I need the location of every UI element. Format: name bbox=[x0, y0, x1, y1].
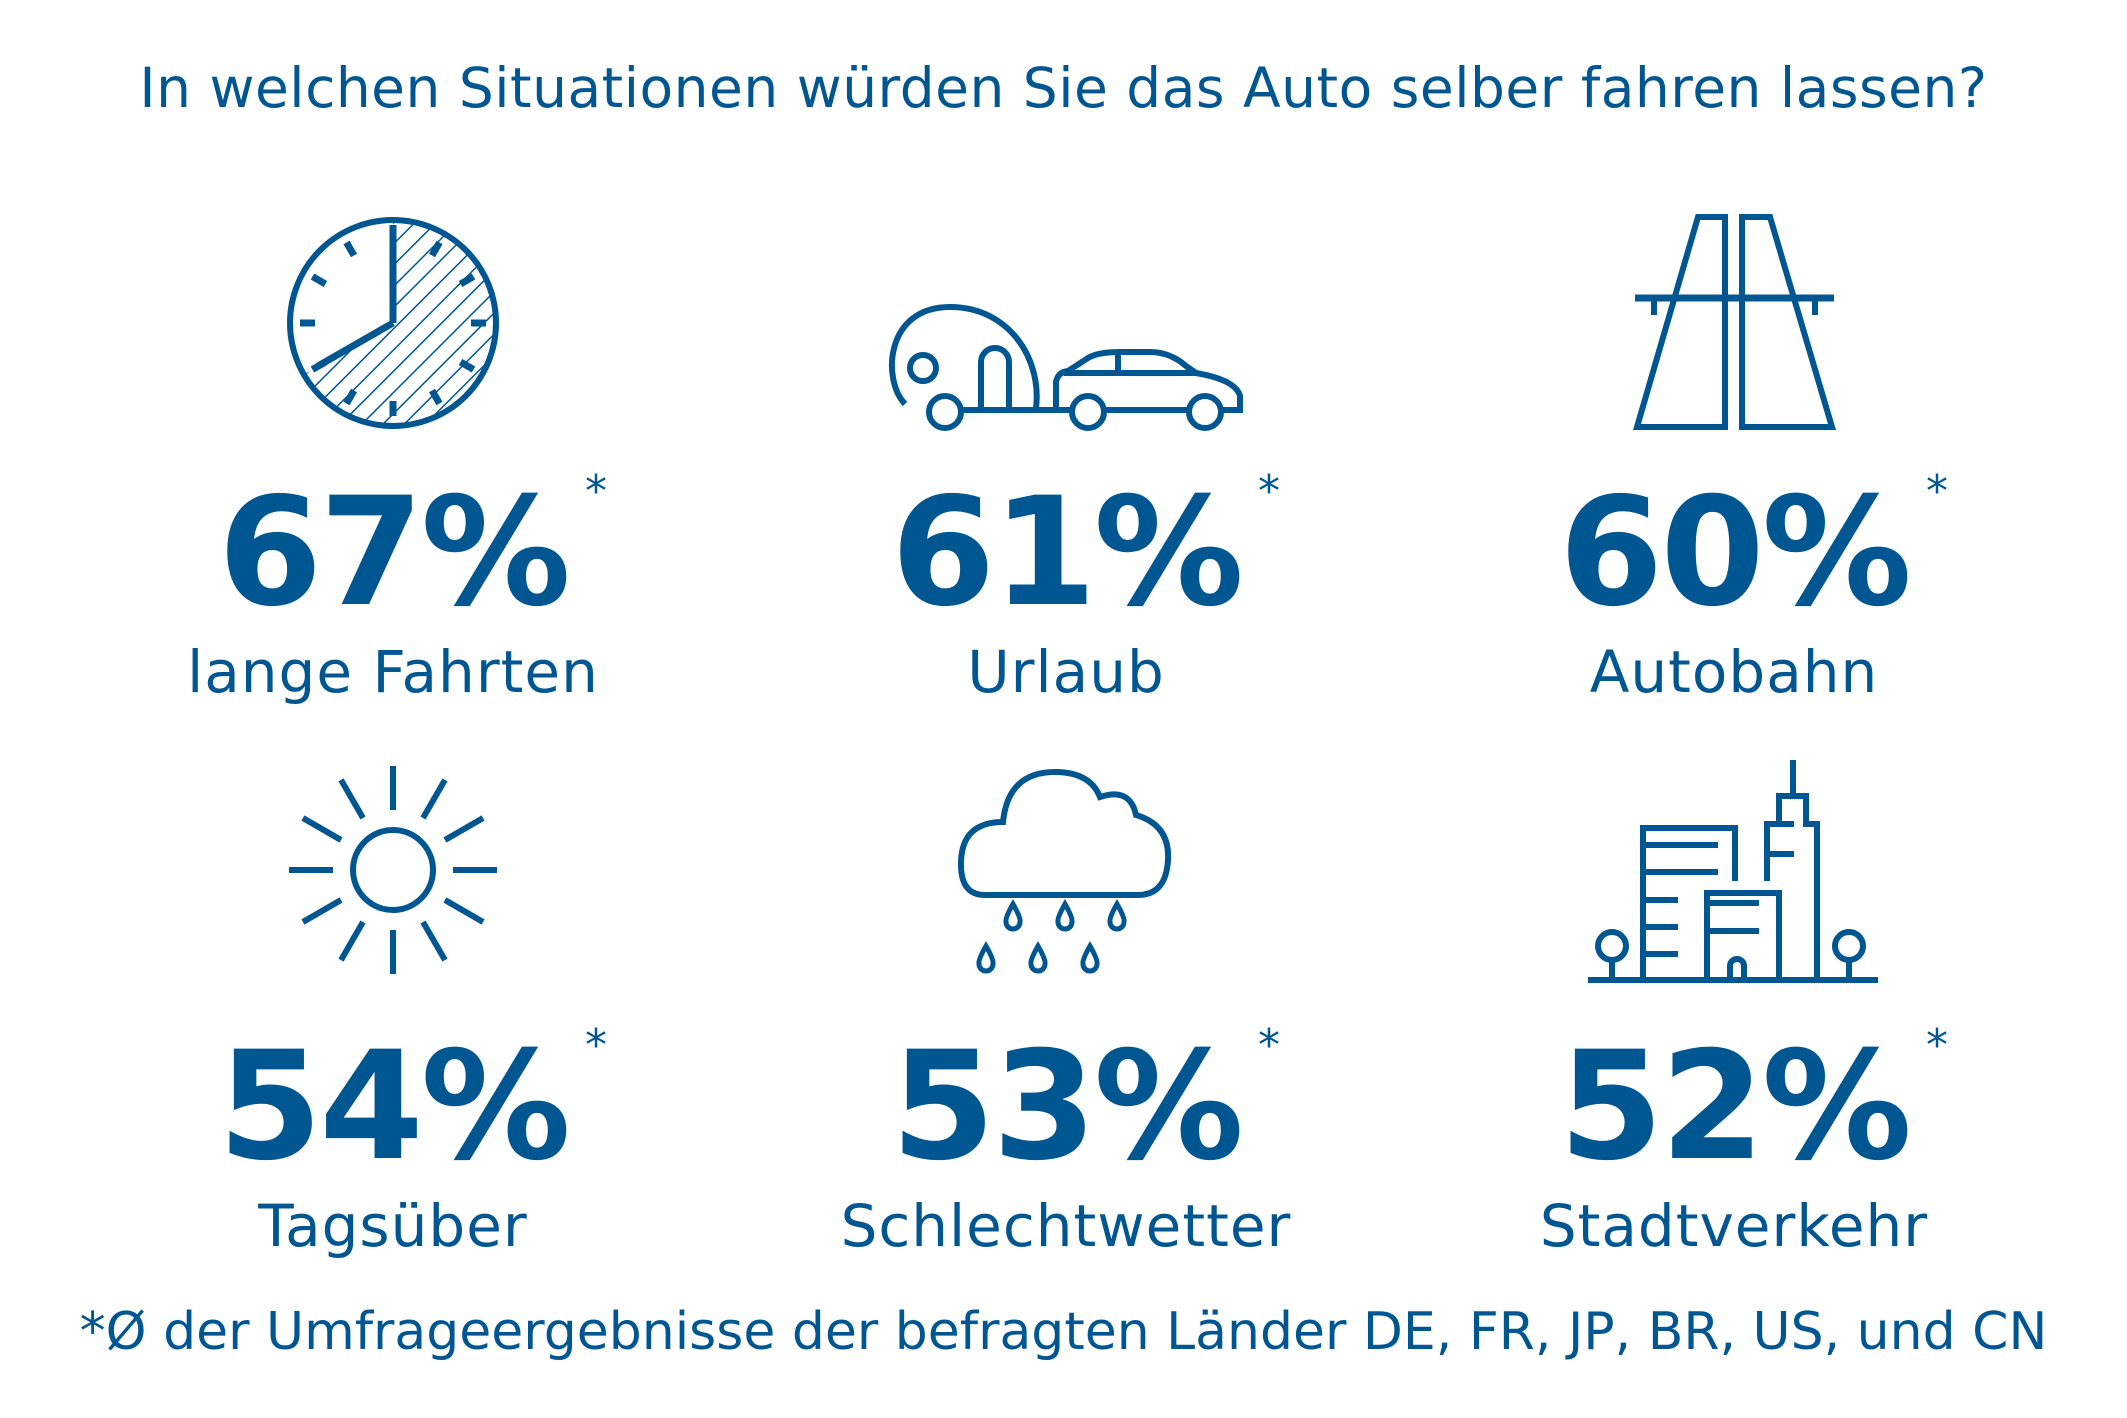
footnote-marker: * bbox=[1258, 1020, 1280, 1071]
footnote-marker: * bbox=[585, 466, 607, 517]
stat-highway: 60% * Autobahn bbox=[1424, 470, 2044, 707]
percent: 53% bbox=[890, 1020, 1244, 1194]
footnote-marker: * bbox=[585, 1020, 607, 1071]
sun-ray bbox=[443, 897, 485, 925]
sun-ray bbox=[338, 920, 366, 962]
clock-tick bbox=[310, 273, 328, 288]
stat-city-traffic: 52% * Stadtverkehr bbox=[1424, 1024, 2044, 1261]
stat-value: 52% * bbox=[1559, 1024, 1948, 1183]
percent: 52% bbox=[1558, 1020, 1912, 1194]
stat-label: Urlaub bbox=[967, 638, 1165, 706]
stat-label: Tagsüber bbox=[258, 1192, 528, 1260]
city-icon bbox=[1588, 760, 1878, 983]
percent: 60% bbox=[1558, 466, 1912, 640]
raindrop bbox=[1107, 898, 1127, 932]
stat-label: Autobahn bbox=[1589, 638, 1879, 706]
clock-tick bbox=[458, 358, 476, 373]
clock-tick bbox=[428, 388, 443, 406]
footnote: *Ø der Umfrageergebnisse der befragten L… bbox=[79, 1302, 2048, 1362]
sun-icon bbox=[289, 766, 497, 974]
sun-ray bbox=[338, 778, 366, 820]
sun-ray bbox=[301, 815, 343, 843]
sun-ray bbox=[443, 815, 485, 843]
sun-ray bbox=[420, 778, 448, 820]
stat-label: Schlechtwetter bbox=[840, 1192, 1292, 1260]
footnote-marker: * bbox=[1926, 1020, 1948, 1071]
footnote-marker: * bbox=[1258, 466, 1280, 517]
clock-tick bbox=[428, 240, 443, 258]
footnote-marker: * bbox=[1926, 466, 1948, 517]
raindrop bbox=[976, 940, 996, 974]
percent: 61% bbox=[890, 466, 1244, 640]
sun-ray bbox=[301, 897, 343, 925]
stat-bad-weather: 53% * Schlechtwetter bbox=[756, 1024, 1376, 1261]
clock-tick bbox=[343, 240, 358, 258]
stat-value: 61% * bbox=[891, 470, 1280, 629]
stat-long-trips: 67% * lange Fahrten bbox=[83, 470, 703, 707]
stat-value: 54% * bbox=[218, 1024, 607, 1183]
stat-value: 67% * bbox=[218, 470, 607, 629]
stat-vacation: 61% * Urlaub bbox=[756, 470, 1376, 707]
percent: 54% bbox=[217, 1020, 571, 1194]
highway-icon bbox=[1633, 214, 1837, 430]
stat-label: lange Fahrten bbox=[187, 638, 599, 706]
stat-value: 53% * bbox=[891, 1024, 1280, 1183]
stat-value: 60% * bbox=[1559, 470, 1948, 629]
page-title: In welchen Situationen würden Sie das Au… bbox=[139, 56, 1988, 120]
clock-tick bbox=[343, 388, 358, 406]
car-with-caravan-icon bbox=[888, 303, 1243, 431]
raindrop bbox=[1028, 940, 1048, 974]
clock-icon bbox=[287, 217, 499, 429]
stat-label: Stadtverkehr bbox=[1539, 1192, 1929, 1260]
raindrop bbox=[1080, 940, 1100, 974]
clock-tick bbox=[458, 273, 476, 288]
percent: 67% bbox=[217, 466, 571, 640]
stat-daytime: 54% * Tagsüber bbox=[83, 1024, 703, 1261]
rain-cloud-icon bbox=[957, 768, 1172, 974]
raindrop bbox=[1003, 898, 1023, 932]
sun-ray bbox=[420, 920, 448, 962]
raindrop bbox=[1055, 898, 1075, 932]
